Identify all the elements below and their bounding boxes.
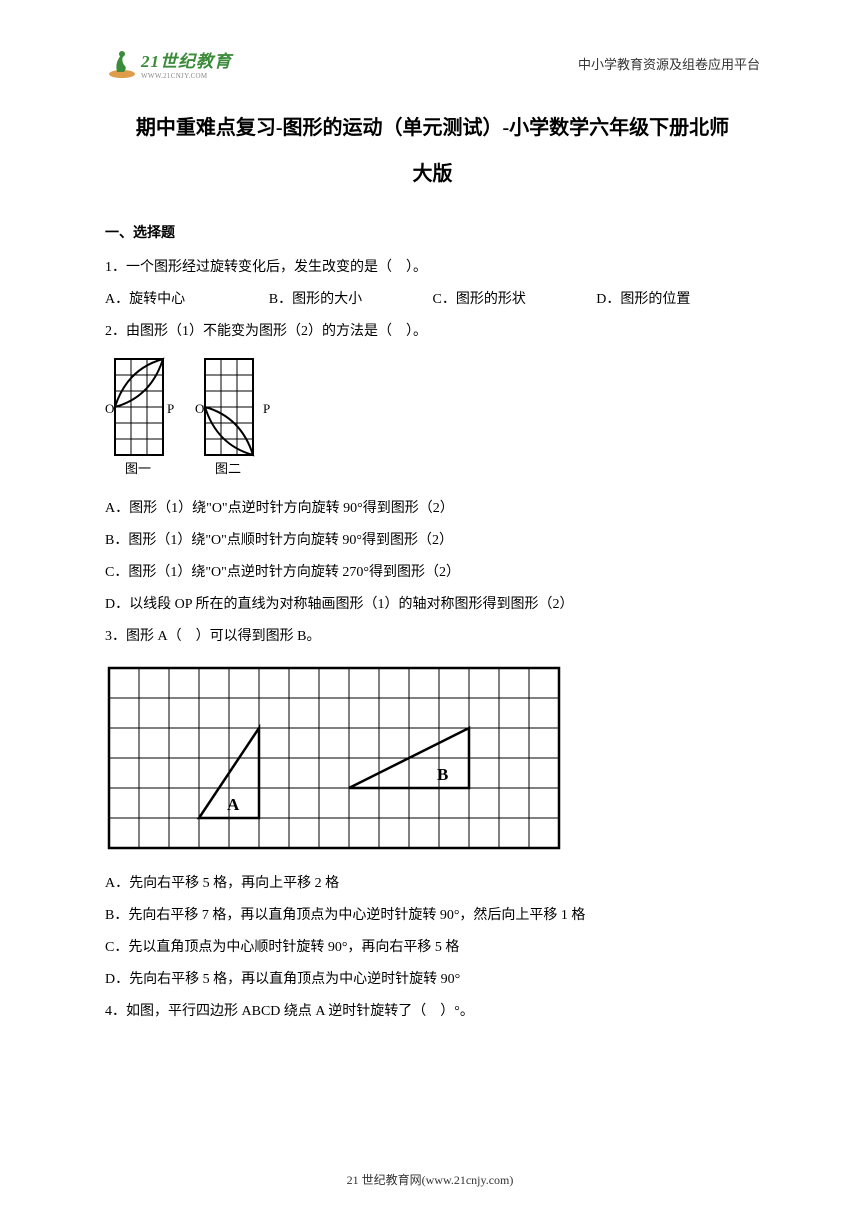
q1-stem: 1．一个图形经过旋转变化后，发生改变的是（ ）。 — [105, 252, 760, 284]
q1-option-c: C．图形的形状 — [433, 284, 597, 316]
q2-option-b: B．图形（1）绕"O"点顺时针方向旋转 90°得到图形（2） — [105, 525, 760, 557]
q1-option-b: B．图形的大小 — [269, 284, 433, 316]
header-right-text: 中小学教育资源及组卷应用平台 — [578, 54, 760, 73]
svg-text:P: P — [167, 401, 174, 416]
page-footer: 21 世纪教育网(www.21cnjy.com) — [0, 1171, 860, 1188]
q1-option-a: A．旋转中心 — [105, 284, 269, 316]
q3-stem: 3．图形 A（ ）可以得到图形 B。 — [105, 621, 760, 653]
svg-text:B: B — [437, 765, 448, 784]
logo-text-main: 21世纪教育 — [141, 47, 232, 72]
logo-text-sub: WWW.21CNJY.COM — [141, 72, 232, 80]
q3-option-a: A．先向右平移 5 格，再向上平移 2 格 — [105, 868, 760, 900]
q3-option-c: C．先以直角顶点为中心顺时针旋转 90°，再向右平移 5 格 — [105, 932, 760, 964]
document-title-line2: 大版 — [105, 154, 760, 194]
q2-option-d: D．以线段 OP 所在的直线为对称轴画图形（1）的轴对称图形得到图形（2） — [105, 589, 760, 621]
svg-text:图二: 图二 — [215, 461, 241, 476]
svg-text:图一: 图一 — [125, 461, 151, 476]
svg-text:A: A — [227, 795, 240, 814]
q2-figure: O P 图一 — [105, 357, 760, 487]
logo-icon — [105, 46, 139, 80]
logo: 21世纪教育 WWW.21CNJY.COM — [105, 46, 232, 80]
q1-options: A．旋转中心 B．图形的大小 C．图形的形状 D．图形的位置 — [105, 284, 760, 316]
q3-option-b: B．先向右平移 7 格，再以直角顶点为中心逆时针旋转 90°，然后向上平移 1 … — [105, 900, 760, 932]
q2-option-a: A．图形（1）绕"O"点逆时针方向旋转 90°得到图形（2） — [105, 493, 760, 525]
q3-figure: A B — [105, 664, 760, 854]
q4-stem: 4．如图，平行四边形 ABCD 绕点 A 逆时针旋转了（ ）°。 — [105, 996, 760, 1028]
svg-text:O: O — [195, 401, 204, 416]
content-area: 期中重难点复习-图形的运动（单元测试）-小学数学六年级下册北师 大版 一、选择题… — [105, 108, 760, 1028]
logo-text: 21世纪教育 WWW.21CNJY.COM — [141, 47, 232, 80]
svg-text:P: P — [263, 401, 270, 416]
page-header: 21世纪教育 WWW.21CNJY.COM 中小学教育资源及组卷应用平台 — [0, 38, 860, 88]
document-title-line1: 期中重难点复习-图形的运动（单元测试）-小学数学六年级下册北师 — [105, 108, 760, 148]
section-heading: 一、选择题 — [105, 222, 760, 242]
q1-option-d: D．图形的位置 — [596, 284, 760, 316]
q2-stem: 2．由图形（1）不能变为图形（2）的方法是（ ）。 — [105, 316, 760, 348]
q2-option-c: C．图形（1）绕"O"点逆时针方向旋转 270°得到图形（2） — [105, 557, 760, 589]
q3-option-d: D．先向右平移 5 格，再以直角顶点为中心逆时针旋转 90° — [105, 964, 760, 996]
svg-text:O: O — [105, 401, 114, 416]
